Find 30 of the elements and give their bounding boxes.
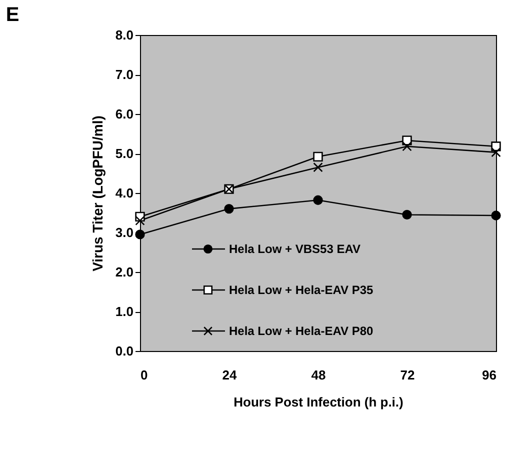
point (135, 230, 145, 240)
y-tick-label: 4.0 (115, 186, 134, 200)
y-tick-label: 3.0 (115, 225, 134, 240)
x-tick-label: 72 (400, 368, 415, 382)
y-tick-label: 7.0 (115, 67, 134, 82)
legend-label: Hela Low + VBS53 EAV (229, 242, 360, 256)
point (224, 204, 234, 214)
x-tick-label: 96 (482, 368, 496, 382)
chart-title: E (6, 4, 20, 26)
x-tick-label: 0 (140, 368, 148, 382)
legend-label: Hela Low + Hela-EAV P80 (229, 324, 374, 338)
y-tick-label: 8.0 (115, 28, 134, 42)
x-axis-title: Hours Post Infection (h p.i.) (234, 394, 404, 410)
point (402, 142, 412, 152)
point (313, 152, 323, 162)
x-tick-label: 48 (311, 368, 326, 382)
y-tick-label: 2.0 (115, 264, 134, 280)
y-tick-label: 6.0 (115, 106, 134, 122)
x-tick-label: 24 (222, 368, 238, 382)
point (402, 210, 412, 220)
legend-label: Hela Low + Hela-EAV P35 (229, 283, 374, 297)
y-axis-title: Virus Titer (LogPFU/ml) (89, 116, 106, 272)
point (313, 162, 323, 172)
y-tick-label: 5.0 (115, 146, 134, 161)
point (135, 216, 145, 226)
y-tick-label: 1.0 (115, 304, 134, 319)
point (313, 195, 323, 205)
point (491, 147, 501, 158)
point (491, 210, 501, 220)
y-tick-label: 0.0 (115, 344, 134, 358)
